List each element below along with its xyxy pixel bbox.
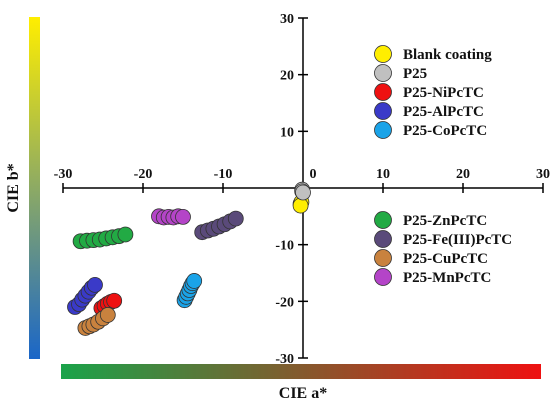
data-point xyxy=(295,184,311,201)
legend-label: Blank coating xyxy=(403,47,492,63)
y-tick-label: 20 xyxy=(280,69,294,84)
data-point xyxy=(175,208,191,225)
y-tick-label: 30 xyxy=(280,12,294,27)
legend-label: P25-AlPcTC xyxy=(403,104,484,120)
x-tick-label: 0 xyxy=(310,167,317,182)
y-tick-label: -20 xyxy=(275,295,294,310)
x-axis-title: CIE a* xyxy=(279,385,327,402)
legend-label: P25-MnPcTC xyxy=(403,270,491,286)
legend-label: P25-ZnPcTC xyxy=(403,213,487,229)
legend-marker xyxy=(374,64,392,82)
legend-label: P25-CuPcTC xyxy=(403,251,488,267)
legend-label: P25 xyxy=(403,66,427,82)
data-point xyxy=(292,197,309,214)
y-axis-title: CIE b* xyxy=(5,163,22,212)
legend-label: P25-NiPcTC xyxy=(403,85,484,101)
x-tick-label: -20 xyxy=(134,167,153,182)
x-tick-label: -30 xyxy=(54,167,73,182)
legend-marker xyxy=(374,121,392,139)
data-point xyxy=(186,273,203,289)
legend-marker xyxy=(374,249,392,267)
legend-marker xyxy=(374,211,392,229)
legend-marker xyxy=(374,45,392,63)
legend: Blank coating P25 P25-NiPcTC P25-AlPcTC P25-… xyxy=(374,45,512,286)
legend-marker xyxy=(374,83,392,101)
data-points xyxy=(67,181,311,336)
data-point xyxy=(117,226,134,243)
data-point xyxy=(99,307,116,323)
b-star-color-bar xyxy=(29,17,40,359)
legend-label: P25-CoPcTC xyxy=(403,123,487,139)
axes: -30 -20 -10 0 10 20 30 30 20 10 -10 -20 -30 xyxy=(54,12,550,367)
data-point xyxy=(106,292,123,309)
y-tick-label: 10 xyxy=(280,125,294,140)
y-tick-label: -10 xyxy=(275,239,294,254)
x-tick-label: 30 xyxy=(536,167,550,182)
data-point xyxy=(227,210,244,227)
x-tick-label: 20 xyxy=(456,167,470,182)
legend-label: P25-Fe(III)PcTC xyxy=(403,232,512,248)
x-tick-label: 10 xyxy=(376,167,390,182)
legend-marker xyxy=(374,268,392,286)
a-star-color-bar xyxy=(61,364,541,379)
legend-marker xyxy=(374,230,392,248)
x-tick-label: -10 xyxy=(214,167,233,182)
y-tick-label: -30 xyxy=(275,352,294,367)
legend-marker xyxy=(374,102,392,120)
data-point xyxy=(87,276,103,293)
